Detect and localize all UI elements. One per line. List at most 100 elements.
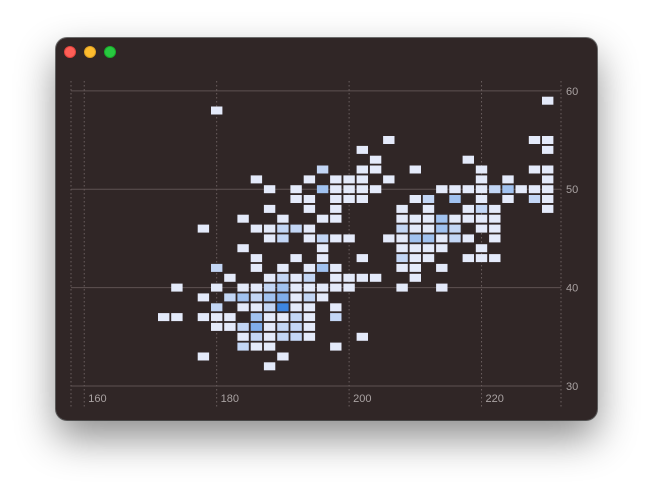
heatmap-cell	[250, 303, 263, 312]
heatmap-cell	[330, 313, 342, 322]
heatmap-cell	[250, 254, 263, 263]
heatmap-cell	[224, 273, 236, 282]
heatmap-cell	[211, 322, 223, 331]
heatmap-cell	[263, 293, 276, 302]
heatmap-cell	[316, 293, 329, 302]
heatmap-cell	[290, 322, 302, 331]
x-axis-ticks: 160 180 200 220	[88, 393, 504, 405]
heatmap-cell	[475, 254, 488, 263]
x-tick-label: 160	[88, 393, 106, 405]
title-bar[interactable]	[56, 38, 597, 66]
heatmap-cell	[489, 254, 501, 263]
heatmap-cell	[422, 254, 435, 263]
heatmap-cell	[330, 214, 342, 223]
heatmap-cell	[542, 185, 554, 194]
y-tick-label: 60	[566, 86, 578, 98]
heatmap-cell	[409, 273, 421, 282]
heatmap-cell	[542, 175, 554, 184]
heatmap-cell	[263, 313, 276, 322]
heatmap-cell	[449, 185, 461, 194]
close-button[interactable]	[64, 46, 76, 58]
heatmap-cell	[171, 283, 183, 292]
heatmap-cell	[409, 195, 421, 203]
heatmap-cell	[409, 254, 421, 263]
heatmap-cell	[422, 244, 435, 253]
heatmap-cell	[542, 145, 554, 154]
heatmap-cell	[303, 303, 316, 312]
heatmap-cell	[197, 224, 210, 233]
heatmap-cell	[316, 263, 329, 272]
heatmap-cell	[343, 283, 355, 292]
heatmap-cell	[502, 185, 514, 194]
heatmap-cell	[409, 165, 421, 174]
chart-window: 160 180 200 220 30 40 50 60	[56, 38, 597, 420]
y-axis-ticks: 30 40 50 60	[566, 86, 578, 393]
heatmap-cell	[422, 214, 435, 223]
heatmap-cell	[316, 185, 329, 194]
heatmap-cell	[475, 185, 488, 194]
heatmap-cell	[542, 165, 554, 174]
heatmap-cell	[250, 342, 263, 351]
heatmap-cell	[436, 185, 448, 194]
heatmap-cell	[197, 293, 210, 302]
heatmap-cell	[436, 244, 448, 253]
heatmap-cell	[449, 224, 461, 233]
heatmap-cell	[383, 136, 395, 144]
heatmap-cell	[303, 195, 316, 203]
heatmap-cell	[462, 185, 474, 194]
heatmap-cell	[396, 214, 408, 223]
heatmap-cell	[502, 175, 514, 184]
minimize-button[interactable]	[84, 46, 96, 58]
heatmap-cell	[462, 155, 474, 164]
heatmap-cell	[356, 175, 368, 184]
heatmap-cell	[409, 244, 421, 253]
heatmap-cell	[250, 263, 263, 272]
heatmap-cell	[528, 165, 541, 174]
heatmap-cell	[237, 342, 249, 351]
heatmap-cell	[462, 214, 474, 223]
heatmap-cell	[263, 185, 276, 194]
heatmap-cell	[383, 175, 395, 184]
heatmap-cell	[462, 234, 474, 243]
heatmap-cell	[436, 283, 448, 292]
heatmap-cell	[211, 263, 223, 272]
zoom-button[interactable]	[104, 46, 116, 58]
y-tick-label: 40	[566, 283, 578, 295]
heatmap-cell	[250, 283, 263, 292]
heatmap-cell	[316, 165, 329, 174]
heatmap-cell	[343, 175, 355, 184]
y-tick-label: 30	[566, 381, 578, 393]
heatmap-cell	[237, 293, 249, 302]
heatmap-cell	[436, 234, 448, 243]
heatmap-cell	[211, 313, 223, 322]
heatmap-cell	[422, 234, 435, 243]
heatmap-cell	[396, 254, 408, 263]
heatmap-cell	[475, 195, 488, 203]
heatmap-cell	[237, 303, 249, 312]
heatmap-cell	[409, 263, 421, 272]
heatmap-cell	[542, 136, 554, 144]
heatmap-cell	[250, 313, 263, 322]
heatmap-cell	[462, 204, 474, 213]
y-tick-label: 50	[566, 184, 578, 196]
heatmap-cell	[224, 293, 236, 302]
heatmap-cell	[277, 214, 289, 223]
heatmap-cell	[290, 195, 302, 203]
heatmap-cell	[277, 234, 289, 243]
heatmap-cell	[303, 313, 316, 322]
heatmap-cell	[330, 342, 342, 351]
heatmap-cell	[383, 234, 395, 243]
heatmap-cell	[356, 195, 368, 203]
heatmap-cell	[396, 224, 408, 233]
heatmap-cell	[290, 273, 302, 282]
heatmap-cell	[237, 332, 249, 341]
heatmap-cell	[343, 185, 355, 194]
heatmap-cell	[211, 303, 223, 312]
heatmap-cell	[369, 185, 382, 194]
heatmap-cell	[250, 322, 263, 331]
heatmap-cell	[277, 313, 289, 322]
heatmap-cell	[436, 224, 448, 233]
heatmap-cell	[343, 195, 355, 203]
heatmap-cell	[356, 185, 368, 194]
heatmap-cell	[489, 185, 501, 194]
